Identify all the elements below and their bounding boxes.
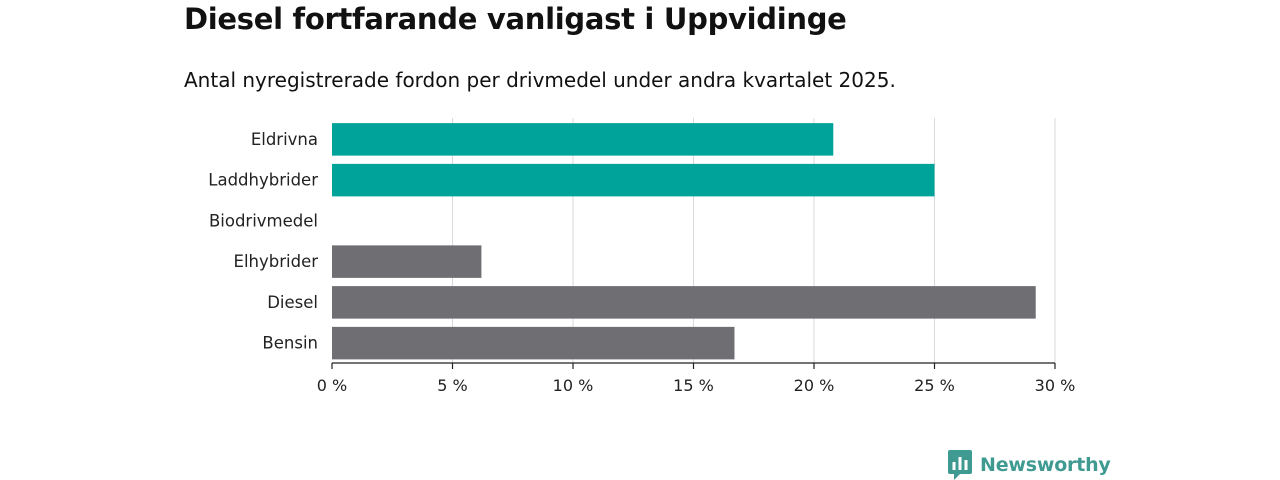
bar [332,245,482,278]
x-tick-label: 25 % [914,376,955,395]
category-label: Elhybrider [234,252,319,271]
x-tick-label: 0 % [317,376,347,395]
category-label: Biodrivmedel [209,211,318,230]
bar [332,163,935,197]
category-label: Bensin [262,334,318,353]
x-tick-label: 20 % [794,376,835,395]
chart-subtitle: Antal nyregistrerade fordon per drivmede… [184,68,896,92]
x-tick-label: 10 % [553,376,594,395]
category-label: Diesel [267,293,318,312]
chart-title: Diesel fortfarande vanligast i Uppviding… [184,2,847,36]
x-tick-label: 30 % [1035,376,1076,395]
bar [332,326,735,360]
x-tick-label: 15 % [673,376,714,395]
category-label: Eldrivna [251,130,318,149]
bar [332,123,834,156]
x-tick-label: 5 % [437,376,467,395]
bar-chart-logo-icon [948,450,972,480]
brand-name: Newsworthy [980,454,1111,476]
brand-logo: Newsworthy [948,450,1111,480]
bar [332,286,1036,319]
category-label: Laddhybrider [208,171,318,190]
